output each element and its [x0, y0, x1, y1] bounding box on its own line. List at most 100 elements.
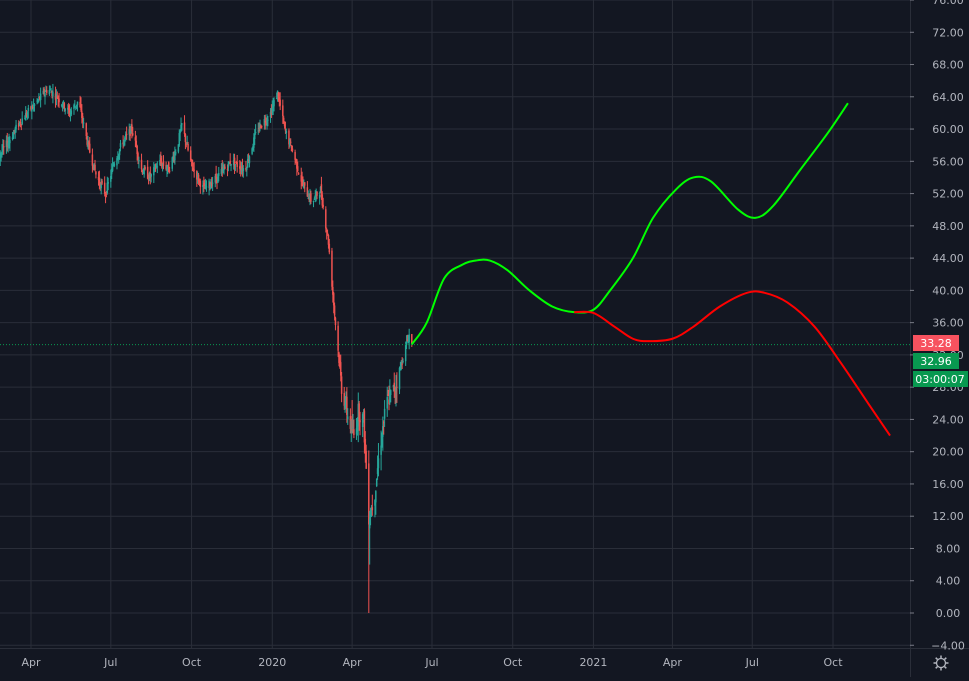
candle-body — [316, 191, 318, 196]
candle-body — [252, 146, 254, 151]
y-tick-label: 36.00 — [932, 317, 964, 330]
candle — [55, 89, 58, 106]
candle-body — [60, 104, 63, 106]
candle-body — [19, 121, 22, 124]
candle — [31, 101, 33, 120]
candle — [320, 176, 323, 200]
candle-body — [95, 171, 97, 175]
candle — [137, 151, 139, 165]
candle-body — [267, 119, 269, 121]
candle-body — [352, 427, 354, 429]
candle-body — [334, 317, 337, 326]
candle — [128, 123, 131, 141]
candle-body — [327, 235, 330, 245]
candle-body — [395, 386, 397, 391]
candle — [175, 149, 177, 156]
candle — [406, 334, 409, 342]
candle-body — [402, 361, 404, 363]
candle-body — [350, 420, 353, 433]
candle — [125, 126, 128, 140]
candle — [110, 163, 113, 180]
candle-body — [368, 463, 370, 525]
candle — [365, 444, 367, 469]
candle-body — [353, 429, 355, 436]
x-tick-label: Oct — [823, 656, 843, 669]
candle — [187, 141, 189, 152]
candle — [343, 386, 345, 410]
candle — [148, 171, 151, 182]
candle — [370, 504, 373, 517]
candle-body — [340, 376, 343, 394]
x-tick-label: Jul — [103, 656, 117, 669]
gear-icon[interactable] — [933, 655, 949, 671]
candle-body — [101, 180, 103, 184]
current-price-label-text: 32.96 — [920, 355, 952, 368]
candle-body — [87, 140, 89, 148]
candle-body — [271, 107, 274, 114]
candle-body — [91, 154, 94, 166]
candle-body — [346, 416, 349, 419]
candle — [405, 335, 408, 349]
candle — [99, 181, 102, 191]
candle-body — [147, 179, 150, 181]
candle-body — [296, 159, 298, 169]
candle — [43, 86, 45, 97]
y-tick-label: 24.00 — [932, 413, 964, 426]
candle-body — [67, 107, 69, 110]
candle-body — [106, 182, 109, 194]
candle — [394, 386, 396, 404]
candle — [375, 490, 377, 515]
candle-body — [202, 184, 204, 188]
candle — [46, 86, 48, 96]
candle-body — [355, 428, 358, 435]
candle — [3, 139, 5, 155]
candle-body — [337, 325, 339, 351]
candle-body — [2, 146, 4, 152]
candle-body — [94, 164, 96, 171]
candle-body — [103, 182, 106, 194]
candle-body — [21, 118, 23, 125]
candle-body — [112, 165, 115, 167]
candle-body — [184, 133, 187, 143]
candle-body — [343, 392, 345, 406]
candle-body — [297, 173, 300, 175]
candle-body — [326, 232, 329, 235]
candle — [74, 106, 77, 111]
candle-body — [11, 137, 14, 140]
candle-body — [401, 363, 403, 365]
candle-body — [260, 125, 262, 129]
candle — [14, 126, 16, 139]
candle — [67, 104, 69, 114]
candle — [155, 163, 158, 169]
candle-body — [247, 160, 250, 162]
candle — [123, 139, 125, 147]
candle-body — [69, 112, 72, 115]
candle — [166, 164, 168, 177]
candle-body — [259, 123, 261, 128]
candle-body — [239, 166, 241, 169]
candle — [283, 121, 286, 129]
candle — [407, 334, 410, 344]
candle-body — [129, 126, 131, 136]
candle — [58, 93, 60, 108]
candle — [222, 162, 224, 174]
candle — [124, 135, 126, 146]
candle — [310, 190, 312, 205]
y-tick-label: 52.00 — [932, 188, 964, 201]
candle — [172, 151, 174, 163]
candle-body — [234, 164, 237, 166]
candle — [54, 86, 57, 108]
candle-body — [181, 123, 183, 125]
candle-body — [185, 143, 188, 145]
candle — [17, 120, 20, 131]
candle — [146, 160, 149, 180]
candle-body — [303, 184, 305, 188]
x-tick-label: 2020 — [258, 656, 286, 669]
y-tick-label: 16.00 — [932, 478, 964, 491]
candle-body — [405, 341, 408, 346]
candle — [57, 95, 59, 107]
candle — [95, 170, 97, 179]
candle-body — [100, 183, 102, 189]
